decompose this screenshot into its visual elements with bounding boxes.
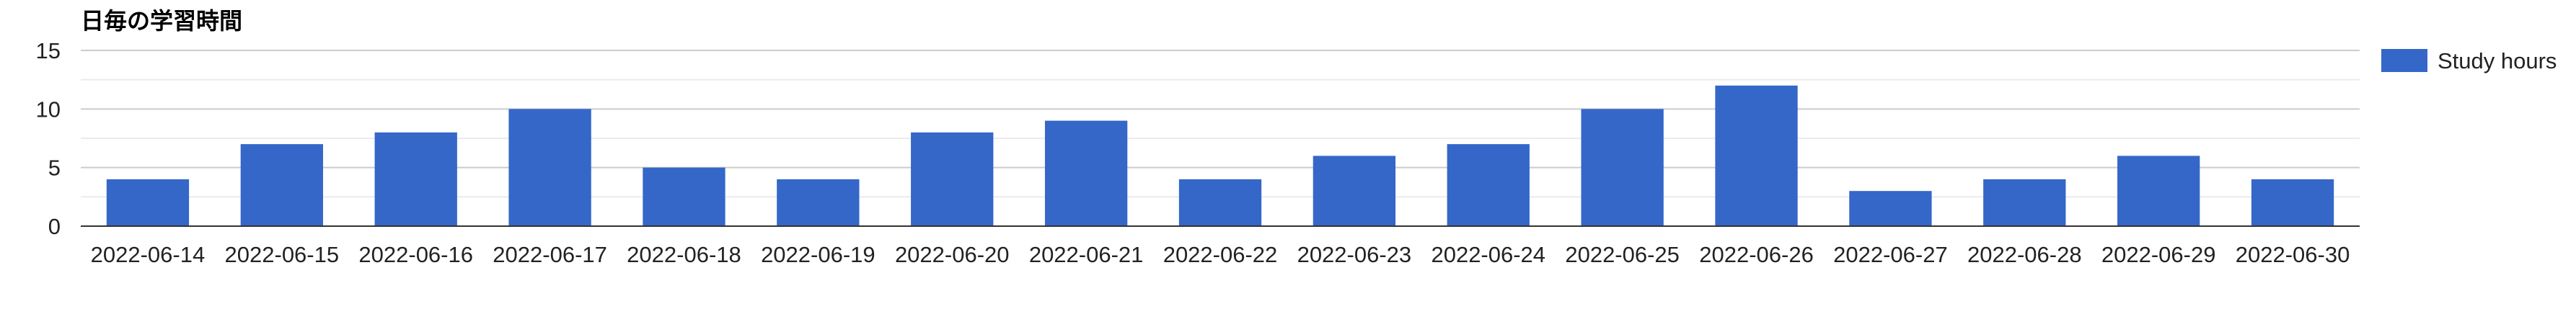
y-tick-label: 10 bbox=[36, 97, 61, 122]
x-tick-label: 2022-06-22 bbox=[1163, 242, 1278, 267]
x-tick-label: 2022-06-30 bbox=[2236, 242, 2350, 267]
y-tick-label: 5 bbox=[48, 156, 61, 181]
bar bbox=[508, 109, 591, 226]
x-tick-label: 2022-06-14 bbox=[91, 242, 206, 267]
x-tick-label: 2022-06-24 bbox=[1431, 242, 1545, 267]
bar bbox=[1581, 109, 1664, 226]
legend: Study hours bbox=[2381, 48, 2557, 73]
x-tick-label: 2022-06-25 bbox=[1565, 242, 1680, 267]
legend-label: Study hours bbox=[2438, 48, 2557, 73]
bar bbox=[1044, 120, 1128, 226]
y-tick-label: 0 bbox=[48, 214, 61, 239]
x-axis: 2022-06-14 2022-06-15 2022-06-16 2022-06-17… bbox=[91, 242, 2350, 267]
x-tick-label: 2022-06-18 bbox=[627, 242, 741, 267]
bar bbox=[1849, 191, 1932, 226]
bar bbox=[374, 132, 457, 226]
bar bbox=[911, 132, 994, 226]
bar bbox=[2251, 179, 2334, 226]
chart-title: 日毎の学習時間 bbox=[81, 8, 242, 34]
legend-swatch bbox=[2381, 49, 2427, 72]
x-tick-label: 2022-06-20 bbox=[895, 242, 1010, 267]
bar bbox=[106, 179, 190, 226]
x-tick-label: 2022-06-19 bbox=[761, 242, 875, 267]
bar bbox=[1313, 156, 1396, 226]
x-tick-label: 2022-06-26 bbox=[1699, 242, 1814, 267]
y-axis: 0 5 10 15 bbox=[36, 38, 61, 239]
x-tick-label: 2022-06-27 bbox=[1833, 242, 1948, 267]
gridlines bbox=[81, 50, 2360, 198]
bar bbox=[1447, 144, 1530, 226]
x-tick-label: 2022-06-29 bbox=[2101, 242, 2216, 267]
bar bbox=[2117, 156, 2200, 226]
y-tick-label: 15 bbox=[36, 38, 61, 63]
x-tick-label: 2022-06-17 bbox=[493, 242, 607, 267]
bar bbox=[1715, 85, 1798, 226]
x-tick-label: 2022-06-28 bbox=[1967, 242, 2082, 267]
bar bbox=[643, 167, 725, 226]
bar bbox=[240, 144, 323, 226]
bar bbox=[1178, 179, 1262, 226]
x-tick-label: 2022-06-15 bbox=[225, 242, 340, 267]
bar-series bbox=[106, 85, 2334, 226]
x-tick-label: 2022-06-16 bbox=[358, 242, 473, 267]
x-tick-label: 2022-06-21 bbox=[1029, 242, 1144, 267]
bar bbox=[1983, 179, 2066, 226]
x-tick-label: 2022-06-23 bbox=[1297, 242, 1412, 267]
bar bbox=[777, 179, 860, 226]
